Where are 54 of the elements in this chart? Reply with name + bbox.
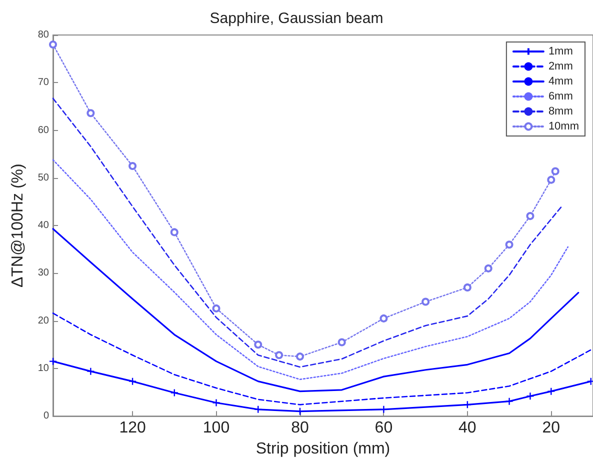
point: [505, 240, 514, 249]
x-tick-label: 100: [202, 420, 230, 437]
point: [170, 228, 178, 236]
y-tick-label: 10: [38, 362, 50, 374]
point: [484, 264, 492, 272]
line-series: [52, 312, 592, 406]
point: [86, 109, 95, 118]
point: [212, 398, 220, 407]
y-tick-label: 0: [43, 410, 50, 422]
point: [463, 283, 472, 292]
point: [380, 314, 388, 322]
line-series: [52, 159, 569, 380]
point: [254, 405, 262, 414]
point: [48, 357, 58, 366]
point: [296, 352, 304, 361]
y-tick-label: 30: [38, 268, 50, 279]
y-axis-title: ΔTN@100Hz (%): [10, 164, 26, 288]
point: [128, 377, 137, 386]
x-tick-label: 120: [119, 420, 146, 437]
x-tick-label: 40: [458, 420, 476, 437]
point: [547, 176, 556, 184]
x-tick-label: 60: [374, 420, 393, 437]
y-tick-label: 40: [38, 220, 50, 232]
point: [422, 298, 430, 306]
chart-title: Sapphire, Gaussian beam: [210, 10, 384, 27]
point: [128, 162, 137, 170]
legend-label: 8mm: [548, 106, 573, 118]
x-tick-label: 20: [542, 420, 560, 437]
point: [551, 167, 560, 176]
x-axis-title: Strip position (mm): [256, 440, 390, 458]
point: [254, 340, 262, 349]
legend-label: 2mm: [548, 60, 573, 72]
point: [505, 397, 514, 406]
point: [547, 387, 556, 396]
point: [275, 351, 284, 360]
legend-label: 4mm: [548, 76, 573, 88]
line-series: [52, 228, 580, 392]
point: [49, 40, 57, 49]
y-tick-label: 60: [38, 124, 50, 136]
x-tick-label: 80: [291, 420, 309, 437]
point: [212, 304, 220, 312]
point: [338, 338, 346, 346]
point: [526, 212, 534, 220]
point: [526, 392, 534, 400]
legend-label: 10mm: [548, 120, 579, 132]
legend-label: 1mm: [548, 46, 573, 58]
point: [170, 388, 178, 397]
point: [463, 400, 472, 409]
legend-label: 6mm: [548, 90, 573, 102]
y-tick-label: 20: [38, 315, 50, 326]
y-tick-label: 50: [38, 172, 50, 184]
y-tick-label: 70: [38, 77, 50, 88]
point: [86, 367, 95, 376]
y-tick-label: 80: [38, 30, 50, 40]
